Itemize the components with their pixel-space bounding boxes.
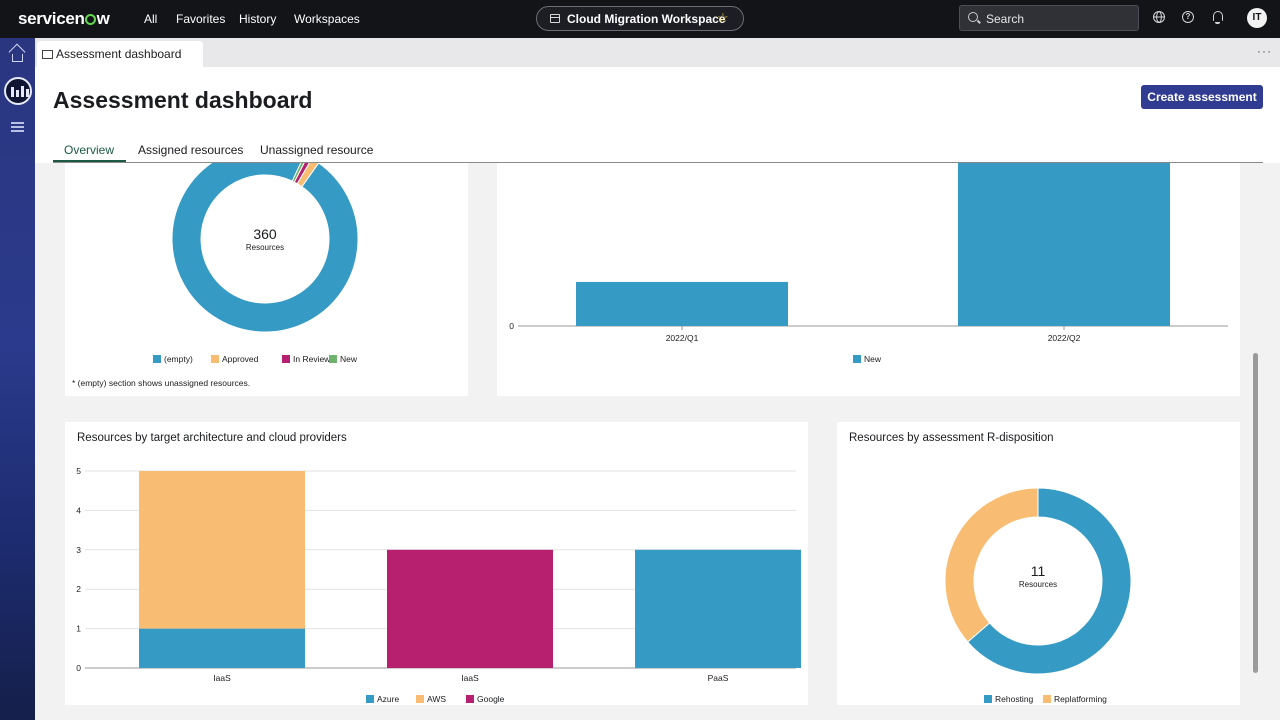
tab-unassigned-resource[interactable]: Unassigned resource bbox=[260, 143, 374, 157]
x-tick-label: IaaS bbox=[213, 673, 231, 683]
legend-swatch-in-review bbox=[282, 355, 290, 363]
help-icon[interactable]: ? bbox=[1182, 11, 1194, 23]
home-icon[interactable] bbox=[8, 43, 26, 62]
legend-swatch-replatforming bbox=[1043, 695, 1051, 703]
more-options-icon[interactable]: ··· bbox=[1257, 44, 1272, 58]
page-title: Assessment dashboard bbox=[53, 87, 313, 113]
search-placeholder: Search bbox=[986, 12, 1025, 26]
donut-slice-new bbox=[291, 163, 305, 183]
donut-center-label: Resources bbox=[246, 243, 284, 252]
tab-divider bbox=[53, 162, 1263, 163]
tab-strip: Assessment dashboard ··· bbox=[35, 38, 1280, 67]
legend-swatch-google bbox=[466, 695, 474, 703]
workspace-pill[interactable]: Cloud Migration Workspace ☆ bbox=[536, 6, 744, 31]
legend-swatch-rehosting bbox=[984, 695, 992, 703]
legend-label-azure: Azure bbox=[377, 694, 399, 704]
legend-label-google: Google bbox=[477, 694, 505, 704]
x-tick-label: PaaS bbox=[708, 673, 729, 683]
quarter-bar-chart: 2022/Q1 2022/Q2 0 New bbox=[509, 163, 1228, 364]
legend-swatch-azure bbox=[366, 695, 374, 703]
x-tick-label: IaaS bbox=[461, 673, 479, 683]
x-tick-label: 2022/Q2 bbox=[1048, 333, 1081, 343]
top-navigation-bar: servicen w All Favorites History Workspac… bbox=[0, 0, 1280, 38]
legend-label-aws: AWS bbox=[427, 694, 446, 704]
y-tick-label: 0 bbox=[76, 663, 81, 673]
globe-icon[interactable] bbox=[1153, 10, 1165, 23]
card-architecture-providers: Resources by target architecture and clo… bbox=[65, 422, 808, 705]
y-tick-label: 2 bbox=[76, 584, 81, 594]
servicenow-logo[interactable]: servicen w bbox=[18, 9, 110, 28]
card-title: Resources by target architecture and clo… bbox=[77, 432, 347, 444]
bar-iaas-aws bbox=[139, 471, 305, 629]
r-disposition-donut-chart: 11 Resources Rehosting Replatforming bbox=[944, 487, 1132, 704]
main-panel: Assessment dashboard ··· Assessment dash… bbox=[35, 38, 1280, 720]
tab-assessment-dashboard[interactable]: Assessment dashboard bbox=[37, 41, 203, 67]
dashboard-icon bbox=[42, 50, 53, 59]
active-tab-indicator bbox=[53, 160, 126, 162]
card-title: Resources by assessment R-disposition bbox=[849, 432, 1054, 444]
dashboard-scroll-area[interactable]: 360 Resources (empty) Approved In Review Ne… bbox=[35, 163, 1280, 720]
vertical-scrollbar[interactable] bbox=[1253, 163, 1259, 720]
card-assessments-by-quarter: 2022/Q1 2022/Q2 0 New bbox=[497, 163, 1240, 396]
tab-assigned-resources[interactable]: Assigned resources bbox=[138, 143, 244, 157]
dashboard-page: Assessment dashboard Create assessment O… bbox=[35, 67, 1280, 720]
y-tick-label: 1 bbox=[76, 624, 81, 634]
legend-swatch-empty bbox=[153, 355, 161, 363]
workspace-window-icon bbox=[550, 14, 560, 23]
tab-overview[interactable]: Overview bbox=[64, 143, 115, 157]
chart-footnote: * (empty) section shows unassigned resou… bbox=[72, 378, 250, 388]
workspace-icon[interactable] bbox=[4, 77, 32, 105]
card-assessment-status: 360 Resources (empty) Approved In Review Ne… bbox=[65, 163, 468, 396]
legend-label-replatforming: Replatforming bbox=[1054, 694, 1107, 704]
legend-swatch-new bbox=[329, 355, 337, 363]
legend-label-approved: Approved bbox=[222, 354, 259, 364]
status-donut-chart: 360 Resources (empty) Approved In Review Ne… bbox=[72, 163, 359, 388]
donut-slice-rehosting bbox=[967, 487, 1132, 675]
architecture-stacked-bar-chart: 0 1 2 3 4 5 IaaS IaaS PaaS Azure AWS Google bbox=[76, 466, 801, 704]
legend-label-new: New bbox=[864, 354, 882, 364]
y-tick-label: 4 bbox=[76, 505, 81, 515]
bar-2022-q1 bbox=[576, 281, 788, 326]
workspace-name: Cloud Migration Workspace bbox=[567, 12, 726, 26]
nav-workspaces[interactable]: Workspaces bbox=[294, 12, 360, 26]
donut-slice-replatforming bbox=[944, 487, 1039, 643]
card-r-disposition: Resources by assessment R-disposition 11… bbox=[837, 422, 1240, 705]
y-tick-label: 3 bbox=[76, 545, 81, 555]
donut-slice-empty bbox=[171, 163, 359, 333]
left-rail bbox=[0, 38, 35, 720]
bar-iaas-google bbox=[387, 549, 553, 668]
donut-center-value: 360 bbox=[253, 226, 277, 242]
y-tick-label: 5 bbox=[76, 466, 81, 476]
legend-label-new: New bbox=[340, 354, 358, 364]
search-input[interactable]: Search bbox=[959, 5, 1139, 31]
donut-center-label: Resources bbox=[1019, 580, 1057, 589]
legend-label-rehosting: Rehosting bbox=[995, 694, 1034, 704]
legend-label-empty: (empty) bbox=[164, 354, 193, 364]
scrollbar-thumb[interactable] bbox=[1253, 353, 1258, 673]
nav-history[interactable]: History bbox=[239, 12, 277, 26]
star-icon[interactable]: ☆ bbox=[717, 10, 729, 25]
nav-favorites[interactable]: Favorites bbox=[176, 12, 226, 26]
bar-2022-q2 bbox=[958, 163, 1170, 326]
list-icon[interactable] bbox=[11, 122, 24, 132]
x-tick-label: 2022/Q1 bbox=[666, 333, 699, 343]
bell-icon[interactable] bbox=[1213, 11, 1223, 24]
legend-swatch-aws bbox=[416, 695, 424, 703]
y-tick-label: 0 bbox=[509, 321, 514, 331]
legend-swatch-new bbox=[853, 355, 861, 363]
legend-swatch-approved bbox=[211, 355, 219, 363]
bar-iaas-azure bbox=[139, 628, 305, 668]
bar-paas-azure bbox=[635, 549, 801, 668]
donut-center-value: 11 bbox=[1031, 563, 1046, 579]
user-avatar[interactable]: IT bbox=[1247, 8, 1267, 28]
tab-label: Assessment dashboard bbox=[56, 47, 182, 61]
legend-label-in-review: In Review bbox=[293, 354, 331, 364]
nav-all[interactable]: All bbox=[144, 12, 158, 26]
search-icon bbox=[968, 12, 978, 22]
create-assessment-button[interactable]: Create assessment bbox=[1141, 85, 1263, 109]
